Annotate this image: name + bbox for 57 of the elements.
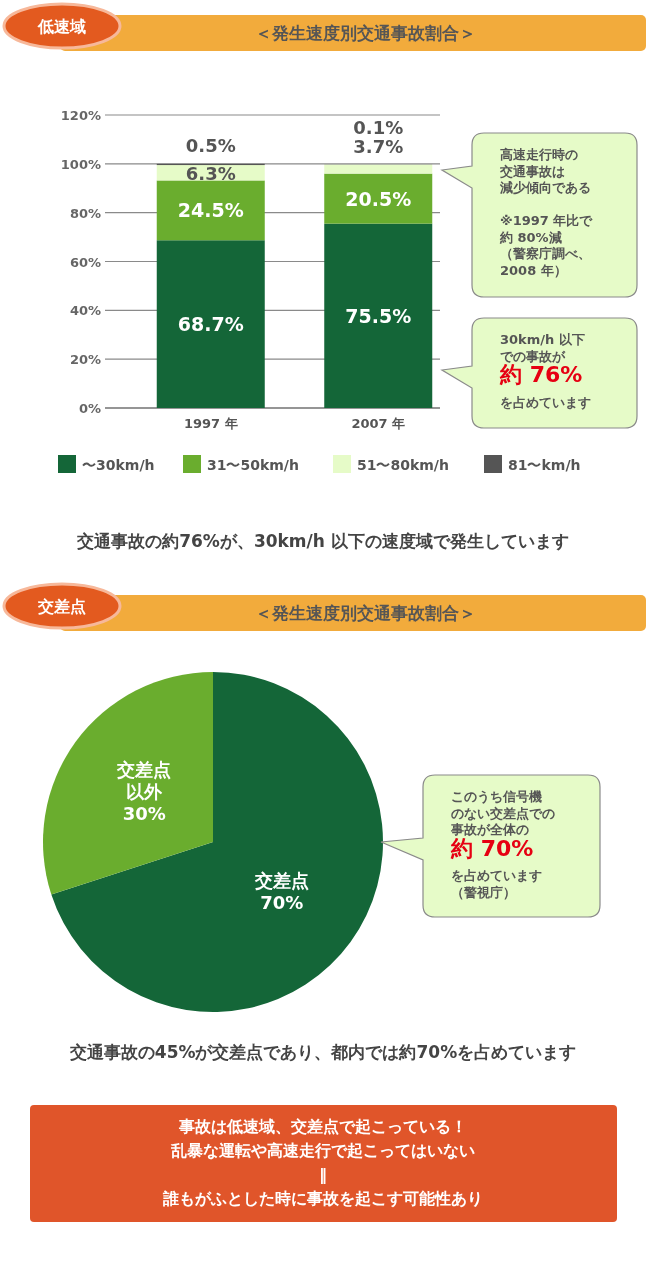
text: 減少傾向である xyxy=(499,180,591,195)
text: での事故が xyxy=(500,348,566,364)
text: 約 80%減 xyxy=(499,229,562,245)
text: 交通事故の45%が交差点であり、都内では約70%を占めています xyxy=(68,1042,577,1062)
x-tick-label: 1997 年 xyxy=(183,416,238,431)
y-tick-label: 60% xyxy=(69,254,101,270)
data-label: 24.5% xyxy=(177,199,244,222)
bar xyxy=(156,240,265,408)
y-tick-label: 120% xyxy=(60,108,101,123)
bar xyxy=(324,173,433,224)
y-tick-label: 20% xyxy=(69,352,101,368)
text: のない交差点での xyxy=(451,805,555,821)
slice-label: 交差点 xyxy=(253,869,309,891)
text: 乱暴な運転や高速走行で起こってはいない xyxy=(170,1141,475,1160)
bar xyxy=(324,223,433,408)
data-label: 20.5% xyxy=(345,187,412,210)
y-tick-label: 40% xyxy=(69,303,101,319)
data-label: 75.5% xyxy=(345,304,412,327)
legend-label: 31〜50km/h xyxy=(207,457,299,473)
text: （警察庁調べ、 xyxy=(500,246,591,261)
pie-slice xyxy=(43,672,213,895)
data-label: 68.7% xyxy=(177,313,244,336)
pie-slice xyxy=(51,672,383,1012)
data-label: 0.5% xyxy=(185,134,236,156)
text: 30km/h 以下 xyxy=(500,332,585,347)
bar xyxy=(156,180,265,241)
text: 高速走行時の xyxy=(500,147,578,162)
text: 2008 年） xyxy=(500,262,567,278)
y-tick-label: 0% xyxy=(78,401,101,416)
text: 交差点 xyxy=(37,597,86,616)
legend-label: 81〜km/h xyxy=(508,457,581,473)
text: 事故は低速域、交差点で起こっている！ xyxy=(178,1117,467,1136)
bar xyxy=(324,164,433,174)
text: 交通事故の約76%が、30km/h 以下の速度域で発生しています xyxy=(76,531,569,551)
x-tick-label: 2007 年 xyxy=(351,416,406,431)
slice-label: 交差点以外 xyxy=(116,759,172,803)
text: 交通事故は xyxy=(499,163,565,179)
text: 誰もがふとした時に事故を起こす可能性あり xyxy=(162,1189,483,1208)
text: 事故が全体の xyxy=(450,822,529,837)
text: （警視庁） xyxy=(451,884,516,900)
text: ※1997 年比で xyxy=(500,213,594,228)
data-label: 70% xyxy=(260,891,304,913)
text: ‖ xyxy=(319,1165,327,1185)
chart-title: ＜発生速度別交通事故割合＞ xyxy=(254,603,476,623)
legend-label: 51〜80km/h xyxy=(357,457,449,473)
data-label: 6.3% xyxy=(185,162,236,184)
legend-label: 〜30km/h xyxy=(82,457,155,473)
chart-title: ＜発生速度別交通事故割合＞ xyxy=(254,23,476,43)
text: このうち信号機 xyxy=(451,789,542,804)
text: 低速域 xyxy=(37,17,86,36)
data-label: 30% xyxy=(122,803,166,825)
text: 約 70% xyxy=(450,835,534,861)
text: を占めています xyxy=(451,868,542,883)
text: 約 76% xyxy=(499,362,583,387)
text: を占めています xyxy=(500,394,591,410)
y-tick-label: 100% xyxy=(60,156,101,172)
y-tick-label: 80% xyxy=(69,205,101,221)
